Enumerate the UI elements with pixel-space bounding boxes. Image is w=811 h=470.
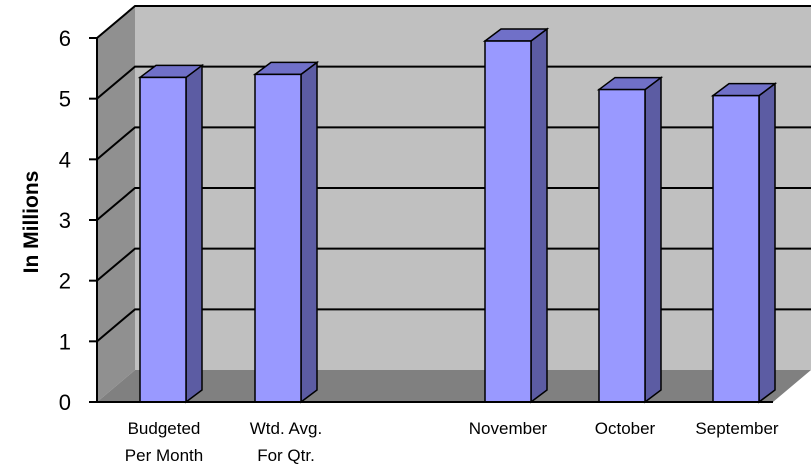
y-tick-label: 3	[59, 208, 71, 233]
gridline	[96, 65, 811, 100]
bar	[596, 76, 664, 404]
x-axis-labels: Budgeted Per Month Wtd. Avg. For Qtr. Novemb…	[125, 419, 779, 465]
x-tick-label: November	[469, 419, 548, 438]
gridlines	[96, 5, 811, 343]
gridline	[96, 187, 811, 221]
bar	[137, 63, 205, 404]
x-tick-label: Wtd. Avg.	[250, 419, 322, 438]
y-tick-label: 1	[59, 329, 71, 354]
x-tick-label: For Qtr.	[257, 446, 315, 465]
x-tick-label: September	[695, 419, 778, 438]
gridline	[96, 308, 811, 343]
gridline	[96, 5, 811, 39]
y-axis: 0 1 2 3 4 5 6	[59, 26, 773, 415]
bar-side	[300, 60, 318, 404]
bar	[710, 82, 778, 404]
y-tick-label: 6	[59, 26, 71, 51]
bar	[252, 60, 320, 404]
bar-side	[644, 76, 662, 404]
y-tick-label: 5	[59, 87, 71, 112]
floor	[97, 370, 811, 402]
bar	[482, 27, 550, 404]
bar-front	[254, 73, 302, 403]
y-tick-label: 0	[59, 390, 71, 415]
bar-side	[185, 63, 203, 404]
bar-side	[530, 27, 548, 404]
bar-front	[598, 88, 646, 403]
y-tick-label: 4	[59, 147, 71, 172]
gridline	[96, 247, 811, 282]
bars	[137, 27, 778, 404]
x-tick-label: Budgeted	[128, 419, 201, 438]
bar-front	[712, 94, 760, 403]
y-tick-label: 2	[59, 269, 71, 294]
x-tick-label: Per Month	[125, 446, 203, 465]
x-tick-label: October	[595, 419, 656, 438]
gridline	[96, 126, 811, 161]
bar-front	[484, 40, 532, 403]
y-axis-title: In Millions	[20, 171, 43, 274]
bar-side	[758, 82, 776, 404]
bar-front	[139, 76, 187, 403]
